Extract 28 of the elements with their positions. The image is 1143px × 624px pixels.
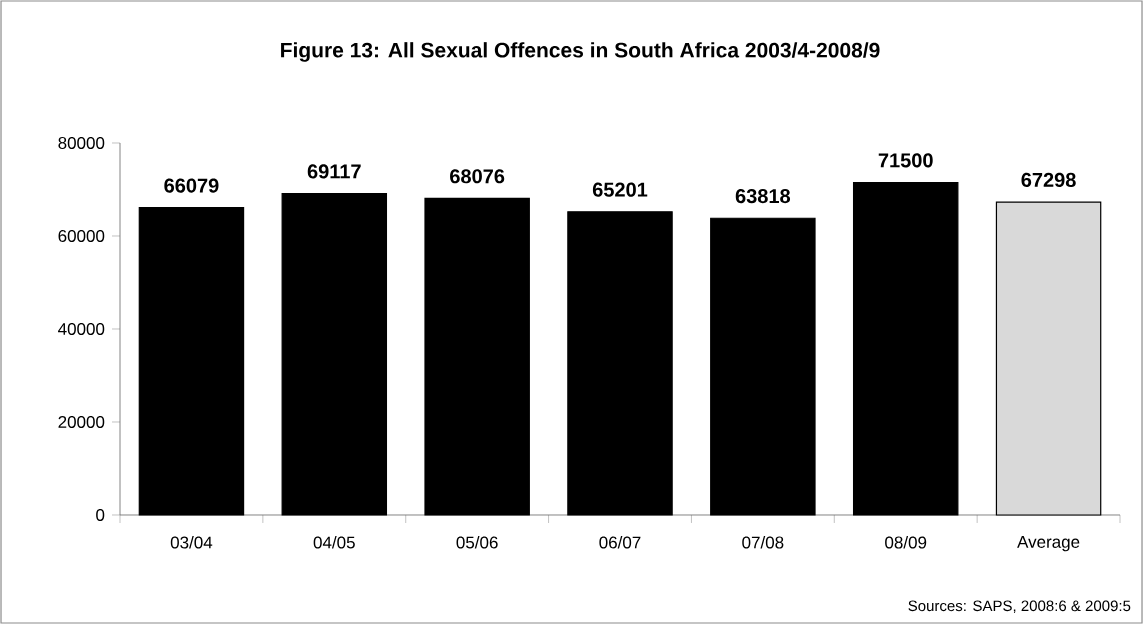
x-tick-label: 05/06 [456,536,498,549]
x-tick-label: 04/05 [313,536,355,549]
x-tick-label: Average [1017,536,1080,552]
bar [281,193,388,516]
data-label: 71500 [878,153,933,168]
bar [710,217,816,516]
data-label: 67298 [1021,172,1076,187]
x-tick-label: 07/08 [742,536,784,549]
data-label: 68076 [450,169,505,184]
bar [852,181,959,516]
bar [138,207,245,516]
data-label: 65201 [592,182,648,197]
bar [424,197,530,516]
x-tick-label: 03/04 [170,536,213,549]
y-tick-label: 60000 [58,229,105,242]
source-note: Sources: SAPS, 2008:6 & 2009:5 [908,600,1131,613]
x-tick-label: 08/09 [885,536,927,549]
data-label: 63818 [735,188,791,204]
y-tick-label: 80000 [58,136,105,149]
y-tick-label: 40000 [58,322,105,335]
y-tick-label: 0 [96,508,105,521]
y-tick-label: 20000 [58,415,105,428]
x-tick-label: 06/07 [599,536,641,549]
data-label: 69117 [307,164,361,179]
data-label: 66079 [164,178,219,193]
chart-title: Figure 13: All Sexual Offences in South Africa 2003/4-2008/9 [281,42,880,62]
bar [995,201,1102,516]
bar [567,211,673,516]
